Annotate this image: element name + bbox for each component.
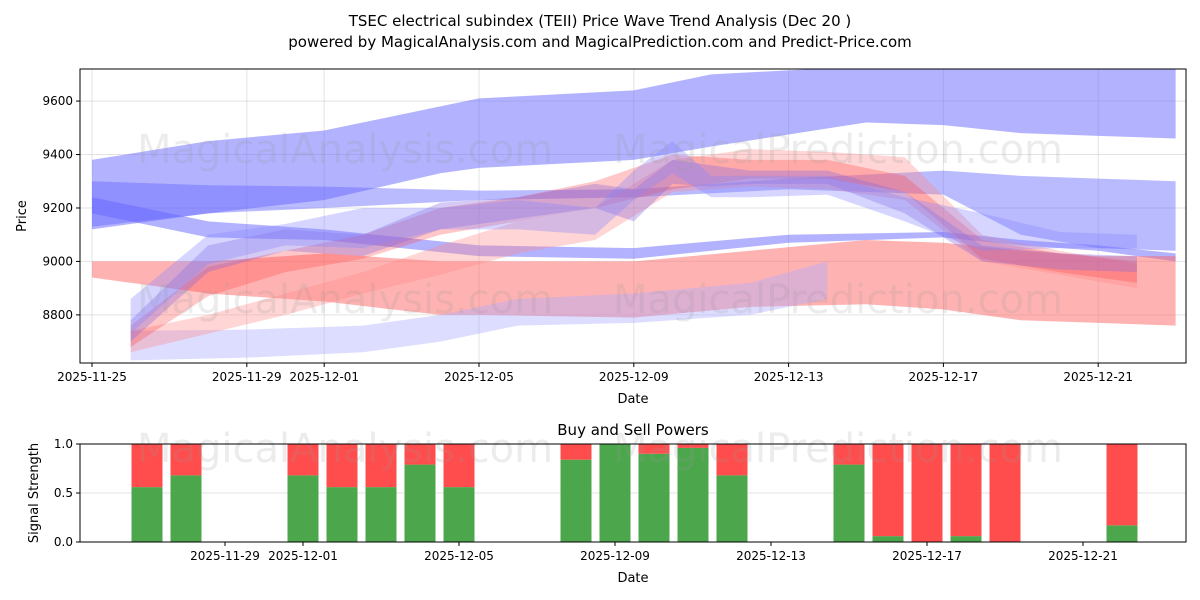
- buy-bar: [638, 453, 670, 542]
- buy-bar: [1106, 525, 1138, 542]
- y-tick-label: 0.0: [54, 535, 73, 549]
- buy-bar: [287, 475, 319, 542]
- trend-band-4: [130, 261, 828, 361]
- sell-bar: [677, 444, 709, 448]
- sell-bar: [404, 444, 436, 465]
- y-tick-label: 0.5: [54, 486, 73, 500]
- trend-band-3: [92, 240, 1176, 326]
- sell-bar: [170, 444, 202, 476]
- sell-bar: [833, 444, 865, 465]
- x-tick-label: 2025-12-17: [892, 549, 962, 563]
- y-tick-label: 9400: [42, 148, 73, 162]
- chart-title: TSEC electrical subindex (TEII) Price Wa…: [348, 12, 852, 30]
- trend-band-5: [130, 149, 1137, 353]
- x-tick-label: 2025-12-21: [1063, 370, 1133, 384]
- x-tick-label: 2025-12-13: [754, 370, 824, 384]
- trend-band-1: [92, 170, 1176, 251]
- buy-bar: [716, 475, 748, 542]
- y-axis-label: Price: [15, 200, 30, 232]
- watermark: MagicalPrediction.com: [613, 127, 1063, 173]
- trend-band-0: [92, 69, 1176, 230]
- y-axis-label: Signal Strength: [27, 443, 42, 543]
- sell-bar: [287, 444, 319, 476]
- chart-subtitle: powered by MagicalAnalysis.com and Magic…: [288, 33, 912, 51]
- trend-band-8: [130, 141, 1137, 334]
- buy-bar: [404, 464, 436, 542]
- buy-bar: [872, 536, 904, 542]
- watermark: MagicalPrediction.com: [613, 277, 1063, 323]
- x-axis-label: Date: [617, 392, 648, 407]
- subchart-title: Buy and Sell Powers: [557, 421, 709, 439]
- sell-bar: [443, 444, 475, 488]
- x-tick-label: 2025-12-17: [909, 370, 979, 384]
- sell-bar: [365, 444, 397, 488]
- x-tick-label: 2025-11-29: [212, 370, 282, 384]
- buy-bar: [170, 475, 202, 542]
- x-tick-label: 2025-12-01: [289, 370, 359, 384]
- x-tick-label: 2025-12-21: [1048, 549, 1118, 563]
- x-tick-label: 2025-12-01: [268, 549, 338, 563]
- sell-bar: [716, 444, 748, 476]
- buy-bar: [677, 447, 709, 542]
- price-chart: MagicalAnalysis.com MagicalPrediction.co…: [15, 68, 1187, 407]
- watermark: MagicalAnalysis.com: [137, 277, 553, 323]
- x-tick-label: 2025-12-05: [424, 549, 494, 563]
- buy-bar: [560, 459, 592, 542]
- signal-chart: Buy and Sell Powers MagicalAnalysis.com …: [27, 421, 1187, 586]
- y-tick-label: 9600: [42, 94, 73, 108]
- buy-bar: [950, 536, 982, 542]
- sell-bar: [560, 444, 592, 460]
- x-tick-label: 2025-12-09: [580, 549, 650, 563]
- y-tick-label: 9200: [42, 201, 73, 215]
- sell-bar: [950, 444, 982, 537]
- x-axis-label: Date: [617, 571, 648, 586]
- buy-bar: [131, 487, 163, 542]
- sell-bar: [638, 444, 670, 454]
- sell-bar: [989, 444, 1021, 542]
- buy-bar: [599, 444, 631, 542]
- watermark: MagicalPrediction.com: [613, 426, 1063, 472]
- trend-band-7: [130, 159, 1137, 342]
- sell-bar: [1106, 444, 1138, 526]
- x-tick-label: 2025-12-09: [599, 370, 669, 384]
- y-tick-label: 9000: [42, 254, 73, 268]
- sell-bar: [911, 444, 943, 542]
- plot-frame: [79, 68, 1187, 364]
- x-tick-label: 2025-11-25: [57, 370, 127, 384]
- watermark: MagicalAnalysis.com: [137, 127, 553, 173]
- sell-bar: [872, 444, 904, 537]
- sell-bar: [326, 444, 358, 488]
- x-tick-label: 2025-11-29: [190, 549, 260, 563]
- buy-bar: [443, 487, 475, 542]
- y-tick-label: 1.0: [54, 437, 73, 451]
- watermark: MagicalAnalysis.com: [137, 426, 553, 472]
- buy-bar: [833, 464, 865, 542]
- buy-bar: [326, 487, 358, 542]
- x-tick-label: 2025-12-13: [736, 549, 806, 563]
- x-tick-label: 2025-12-05: [444, 370, 514, 384]
- buy-bar: [365, 487, 397, 542]
- sell-bar: [131, 444, 163, 488]
- y-tick-label: 8800: [42, 308, 73, 322]
- trend-band-6: [130, 154, 1137, 347]
- trend-band-2: [92, 197, 1176, 262]
